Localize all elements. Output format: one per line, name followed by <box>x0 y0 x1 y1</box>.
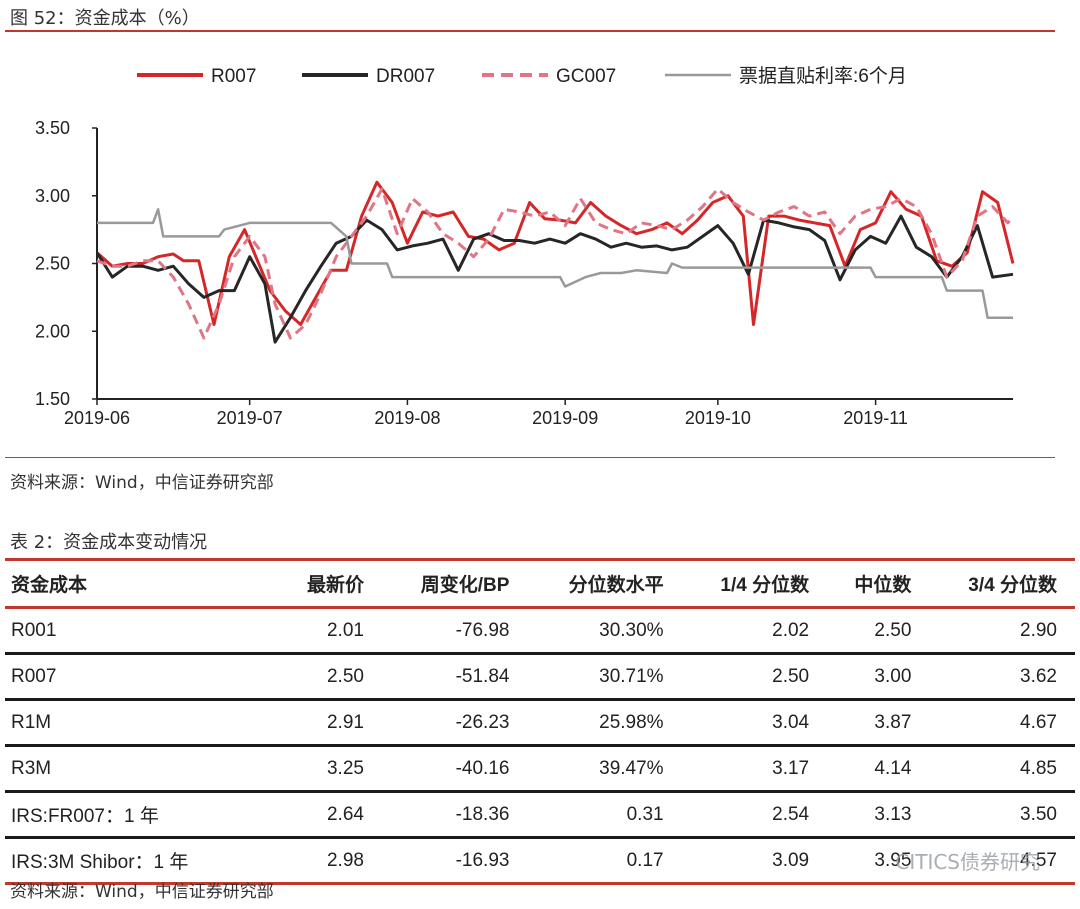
table-cell: 3.17 <box>681 745 828 793</box>
table-title: 表 2：资金成本变动情况 <box>10 532 208 553</box>
table-cell: 3.95 <box>827 837 930 885</box>
column-header: 1/4 分位数 <box>681 558 828 609</box>
table-cell: 2.98 <box>279 837 382 885</box>
table-cell: 2.50 <box>279 653 382 701</box>
x-tick-label: 2019-11 <box>843 408 908 428</box>
table-header-row: 资金成本 最新价 周变化/BP 分位数水平 1/4 分位数 中位数 3/4 分位数 <box>5 558 1075 609</box>
column-header: 3/4 分位数 <box>929 558 1075 609</box>
table-row: R3M 3.25 -40.16 39.47% 3.17 4.14 4.85 <box>5 745 1075 793</box>
watermark: CITICS债券研究 <box>895 850 1040 874</box>
table-cell: 4.85 <box>929 745 1075 793</box>
table-cell: -51.84 <box>381 653 528 701</box>
column-header: 资金成本 <box>5 558 280 609</box>
title-rule <box>5 30 1055 32</box>
x-tick-label: 2019-10 <box>685 408 751 428</box>
table-cell: 4.57 <box>929 837 1075 885</box>
table-cell: 3.04 <box>681 699 828 747</box>
table-cell: 0.17 <box>527 837 682 885</box>
table-row: IRS:FR007：1 年 2.64 -18.36 0.31 2.54 3.13 3.50 <box>5 791 1075 839</box>
table-cell: 4.67 <box>929 699 1075 747</box>
table-cell: 2.64 <box>279 791 382 839</box>
x-tick-label: 2019-08 <box>374 408 440 428</box>
y-tick-label: 3.50 <box>35 118 70 138</box>
legend-label-GC007: GC007 <box>556 66 616 87</box>
funding-cost-table: 资金成本 最新价 周变化/BP 分位数水平 1/4 分位数 中位数 3/4 分位数 R001… <box>5 558 1075 885</box>
table-cell: IRS:3M Shibor：1 年 <box>5 837 280 885</box>
column-header: 最新价 <box>279 558 382 609</box>
table-cell: 2.50 <box>681 653 828 701</box>
column-header: 分位数水平 <box>527 558 682 609</box>
table-cell: 3.25 <box>279 745 382 793</box>
series-line-R007 <box>96 180 1015 326</box>
table-cell: 3.50 <box>929 791 1075 839</box>
series-line-GC007 <box>96 187 1015 340</box>
table-cell: 2.90 <box>929 607 1075 655</box>
table-body: R001 2.01 -76.98 30.30% 2.02 2.50 2.90 R007 2.50… <box>5 607 1075 885</box>
line-chart: R007 DR007 GC007 票据直贴利率:6个月 3.50 3.00 2.50 2.0… <box>35 65 1015 428</box>
table-cell: R1M <box>5 699 280 747</box>
table-cell: 3.62 <box>929 653 1075 701</box>
table-row: R1M 2.91 -26.23 25.98% 3.04 3.87 4.67 <box>5 699 1075 747</box>
y-tick-label: 2.00 <box>35 321 70 341</box>
legend-label-票据直贴利率:6个月: 票据直贴利率:6个月 <box>739 65 907 87</box>
table-cell: 2.02 <box>681 607 828 655</box>
table-cell: 3.09 <box>681 837 828 885</box>
series-line-DR007 <box>95 214 1014 344</box>
table-cell: -76.98 <box>381 607 528 655</box>
chart-legend: R007 DR007 GC007 票据直贴利率:6个月 <box>137 65 907 87</box>
table-cell: IRS:FR007：1 年 <box>5 791 280 839</box>
x-tick-label: 2019-07 <box>217 408 283 428</box>
table-row: R007 2.50 -51.84 30.71% 2.50 3.00 3.62 <box>5 653 1075 701</box>
table-cell: 3.00 <box>827 653 930 701</box>
legend-label-R007: R007 <box>211 66 256 87</box>
legend-label-DR007: DR007 <box>376 66 435 87</box>
table-cell: R3M <box>5 745 280 793</box>
y-tick-label: 2.50 <box>35 254 70 274</box>
table-cell: 3.87 <box>827 699 930 747</box>
chart-source-rule <box>5 457 1055 458</box>
table-cell: 0.31 <box>527 791 682 839</box>
table-cell: R001 <box>5 607 280 655</box>
y-tick-label: 1.50 <box>35 389 70 409</box>
table-cell: 25.98% <box>527 699 682 747</box>
table-cell: 4.14 <box>827 745 930 793</box>
y-tick-label: 3.00 <box>35 186 70 206</box>
table-cell: -16.93 <box>381 837 528 885</box>
table-cell: 2.91 <box>279 699 382 747</box>
table-cell: 30.71% <box>527 653 682 701</box>
table-source: 资料来源：Wind，中信证券研究部 <box>10 882 274 902</box>
chart-source: 资料来源：Wind，中信证券研究部 <box>10 473 274 493</box>
series-line-票据直贴利率:6个月 <box>97 208 1013 319</box>
x-tick-label: 2019-06 <box>64 408 130 428</box>
x-axis: 2019-06 2019-07 2019-08 2019-09 2019-10 2019-… <box>64 398 1013 428</box>
table-cell: -18.36 <box>381 791 528 839</box>
table-cell: -26.23 <box>381 699 528 747</box>
table-cell: 30.30% <box>527 607 682 655</box>
table-cell: 2.01 <box>279 607 382 655</box>
table-row: R001 2.01 -76.98 30.30% 2.02 2.50 2.90 <box>5 607 1075 655</box>
table-cell: 2.50 <box>827 607 930 655</box>
y-axis: 3.50 3.00 2.50 2.00 1.50 <box>35 118 98 409</box>
table-cell: -40.16 <box>381 745 528 793</box>
figure-title: 图 52：资金成本（%） <box>10 8 200 29</box>
x-tick-label: 2019-09 <box>532 408 598 428</box>
table-cell: 39.47% <box>527 745 682 793</box>
table-cell: 3.13 <box>827 791 930 839</box>
table-row: IRS:3M Shibor：1 年 2.98 -16.93 0.17 3.09 3.95 4… <box>5 837 1075 885</box>
column-header: 中位数 <box>827 558 930 609</box>
column-header: 周变化/BP <box>381 558 528 609</box>
series-lines <box>95 180 1015 344</box>
table-cell: 2.54 <box>681 791 828 839</box>
table-cell: R007 <box>5 653 280 701</box>
